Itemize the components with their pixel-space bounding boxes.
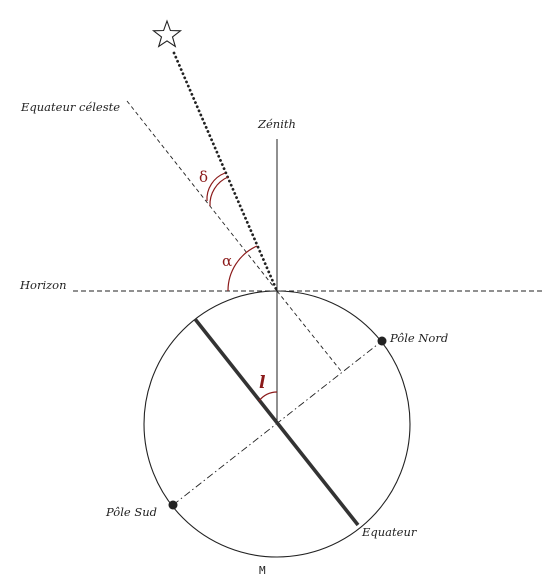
- star-icon: [151, 19, 183, 48]
- north-pole-dot: [377, 336, 387, 346]
- zenith-label: Zénith: [257, 117, 296, 131]
- earth-circle: [143, 290, 411, 558]
- south-pole-label: Pôle Sud: [105, 505, 157, 519]
- celestial-equator-line: [126, 100, 278, 292]
- angle-delta-arc-inner: [206, 172, 226, 202]
- equator-line: [193, 317, 360, 527]
- latitude-symbol: l: [259, 373, 266, 393]
- angle-l-arc: [258, 391, 278, 402]
- axis-perpendicular-dashed: [276, 290, 342, 372]
- alpha-symbol: α: [222, 252, 232, 270]
- point-m-label: M: [259, 564, 266, 577]
- horizon-label: Horizon: [19, 278, 67, 292]
- north-pole-label: Pôle Nord: [389, 331, 448, 345]
- celestial-equator-label: Equateur céleste: [20, 100, 120, 114]
- south-pole-dot: [168, 500, 178, 510]
- angle-delta-arc-outer: [209, 176, 229, 207]
- equator-label: Equateur: [361, 525, 418, 539]
- delta-symbol: δ: [199, 168, 208, 186]
- angle-alpha-arc: [227, 245, 258, 292]
- star-sight-line: [172, 51, 279, 293]
